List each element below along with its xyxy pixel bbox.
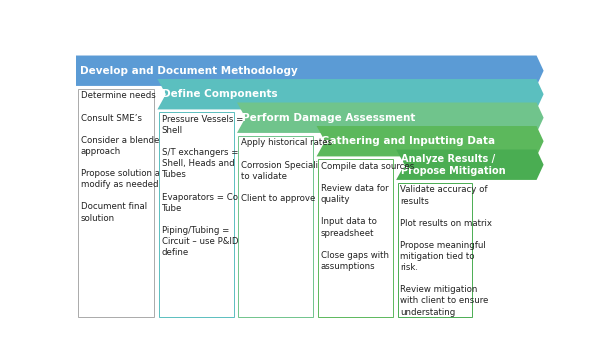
- Text: Determine needs

Consult SME’s

Consider a blended
approach

Propose solution an: Determine needs Consult SME’s Consider a…: [81, 92, 171, 223]
- Text: Analyze Results /
Propose Mitigation: Analyze Results / Propose Mitigation: [401, 154, 506, 176]
- Polygon shape: [316, 126, 544, 157]
- FancyBboxPatch shape: [159, 112, 234, 317]
- FancyBboxPatch shape: [239, 136, 313, 317]
- Text: Perform Damage Assessment: Perform Damage Assessment: [242, 113, 415, 123]
- Text: Compile data sources

Review data for
quality

Input data to
spreadsheet

Close : Compile data sources Review data for qua…: [321, 162, 414, 271]
- FancyBboxPatch shape: [318, 159, 393, 317]
- FancyBboxPatch shape: [78, 89, 154, 317]
- Text: Pressure Vessels =
Shell

S/T exchangers =
Shell, Heads and
Tubes

Evaporators =: Pressure Vessels = Shell S/T exchangers …: [162, 115, 254, 257]
- Polygon shape: [396, 149, 544, 180]
- Text: Apply historical rates

Corrosion Specialist
to validate

Client to approve: Apply historical rates Corrosion Special…: [241, 139, 332, 203]
- Text: Define Components: Define Components: [162, 89, 278, 99]
- Text: Gathering and Inputting Data: Gathering and Inputting Data: [321, 136, 495, 146]
- FancyBboxPatch shape: [397, 183, 472, 317]
- Polygon shape: [158, 79, 544, 109]
- Polygon shape: [237, 103, 544, 133]
- Text: Validate accuracy of
results

Plot results on matrix

Propose meaningful
mitigat: Validate accuracy of results Plot result…: [400, 186, 492, 317]
- Text: Develop and Document Methodology: Develop and Document Methodology: [80, 66, 298, 76]
- Polygon shape: [76, 56, 544, 86]
